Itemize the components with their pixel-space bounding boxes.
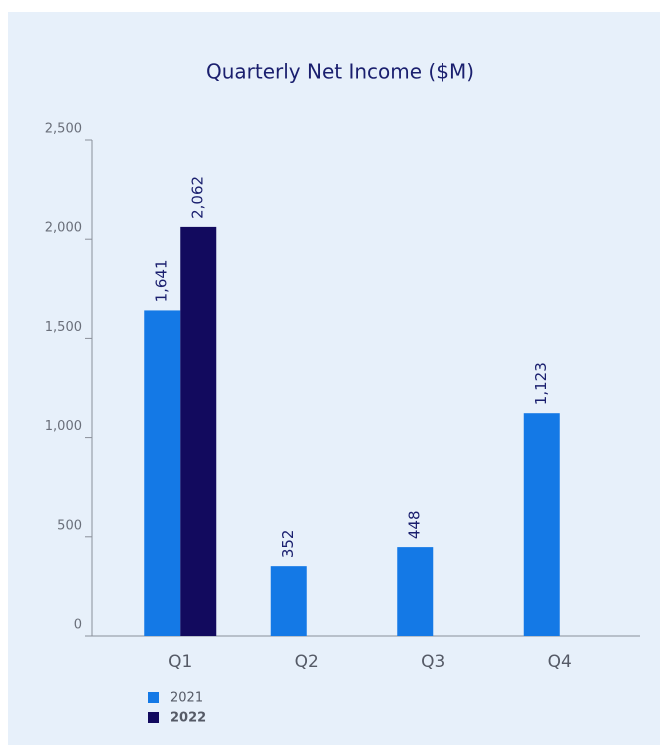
y-tick-label: 1,000	[45, 419, 82, 434]
x-tick-label: Q1	[168, 652, 192, 672]
data-label: 448	[406, 510, 424, 539]
data-label: 1,641	[153, 259, 171, 302]
y-tick-label: 1,500	[45, 320, 82, 335]
legend-label: 2022	[170, 711, 206, 726]
x-tick-label: Q2	[295, 652, 319, 672]
y-tick-label: 2,500	[45, 122, 82, 137]
legend-swatch	[148, 712, 159, 723]
legend-swatch	[148, 692, 159, 703]
panel	[8, 12, 660, 745]
bar	[270, 566, 307, 636]
y-tick-label: 2,000	[45, 221, 82, 236]
data-label: 352	[279, 530, 297, 559]
data-label: 1,123	[532, 362, 550, 405]
bar	[180, 226, 217, 636]
legend-label: 2021	[170, 691, 203, 706]
x-tick-label: Q3	[421, 652, 445, 672]
x-tick-label: Q4	[548, 652, 572, 672]
y-tick-label: 500	[57, 518, 82, 533]
chart-title: Quarterly Net Income ($M)	[206, 60, 474, 84]
bar	[523, 413, 560, 636]
bar	[144, 310, 181, 636]
bar	[397, 547, 434, 636]
y-tick-label: 0	[74, 618, 82, 633]
data-label: 2,062	[189, 176, 207, 219]
